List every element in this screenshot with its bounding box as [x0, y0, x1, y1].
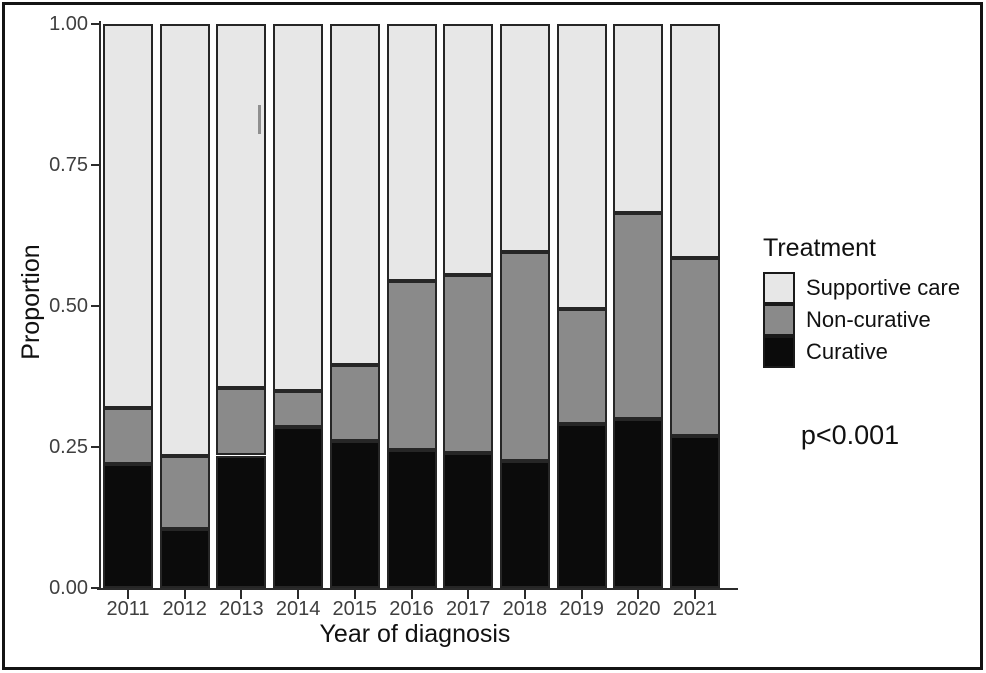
y-axis-tick-label-0.75: 0.75 [49, 154, 88, 176]
y-axis-tick-label-0.50: 0.50 [49, 295, 88, 317]
bar-segment-curative-2011 [103, 463, 153, 588]
y-axis-tick-1.00 [91, 23, 100, 25]
bar-segment-non-curative-2017 [443, 275, 494, 453]
y-axis-tick-label-0.00: 0.00 [49, 577, 88, 599]
y-axis-tick-0.75 [91, 164, 100, 166]
bar-segment-non-curative-2012 [159, 455, 210, 529]
legend-swatch-curative [763, 336, 795, 368]
bar-segment-non-curative-2015 [329, 365, 380, 442]
x-axis-tick-2012 [183, 590, 186, 599]
bar-segment-curative-2017 [443, 452, 494, 588]
x-axis-tick-2021 [694, 590, 696, 599]
bar-segment-supportive-care-2016 [386, 24, 437, 281]
bar-segment-non-curative-2018 [499, 252, 550, 462]
legend-label-curative: Curative [806, 339, 888, 364]
x-axis-tick-label-2019: 2019 [559, 598, 604, 620]
x-axis-tick-label-2020: 2020 [616, 598, 661, 620]
bar-segment-non-curative-2011 [103, 407, 153, 464]
y-axis-tick-label-1.00: 1.00 [49, 13, 88, 35]
bar-segment-curative-2015 [329, 441, 380, 588]
p-value-annotation: p<0.001 [800, 420, 900, 450]
bar-segment-curative-2013 [216, 455, 267, 588]
bar-segment-curative-2019 [556, 424, 607, 588]
legend-swatch-non-curative [763, 304, 795, 336]
x-axis-tick-label-2015: 2015 [332, 598, 378, 620]
legend-label-non-curative: Non-curative [806, 307, 931, 332]
stray-mark-artifact [258, 105, 261, 134]
bar-segment-curative-2012 [159, 528, 210, 588]
bar-segment-supportive-care-2021 [670, 24, 720, 259]
bar-segment-supportive-care-2014 [273, 24, 324, 391]
bar-segment-non-curative-2014 [273, 390, 324, 428]
bar-segment-supportive-care-2019 [556, 24, 607, 309]
x-axis-tick-2016 [410, 590, 413, 599]
legend-label-supportive-care: Supportive care [806, 275, 961, 300]
y-axis-tick-label-0.25: 0.25 [49, 436, 88, 458]
bar-segment-supportive-care-2013 [216, 24, 267, 388]
y-axis-tick-0.25 [91, 446, 100, 448]
bar-segment-non-curative-2016 [386, 280, 437, 450]
legend-title: Treatment [763, 234, 877, 262]
bar-segment-curative-2020 [613, 418, 664, 588]
x-axis-tick-2019 [580, 590, 583, 599]
bar-segment-non-curative-2020 [613, 212, 664, 419]
x-axis-tick-label-2012: 2012 [162, 598, 207, 620]
x-axis-tick-label-2021: 2021 [672, 598, 718, 620]
x-axis-tick-2011 [127, 590, 129, 599]
x-axis-tick-2017 [467, 590, 470, 599]
x-axis-tick-label-2014: 2014 [275, 598, 321, 620]
bar-segment-curative-2014 [273, 427, 324, 588]
x-axis-tick-label-2011: 2011 [106, 598, 150, 620]
x-axis-tick-label-2013: 2013 [219, 598, 264, 620]
x-axis-tick-2014 [297, 590, 300, 599]
bar-segment-non-curative-2019 [556, 308, 607, 425]
bar-segment-supportive-care-2011 [103, 24, 153, 408]
y-axis-line [99, 21, 101, 590]
x-axis-tick-label-2017: 2017 [445, 598, 491, 620]
x-axis-tick-2015 [353, 590, 356, 599]
bar-segment-curative-2021 [670, 435, 720, 588]
bar-segment-supportive-care-2015 [329, 24, 380, 366]
x-axis-title: Year of diagnosis [319, 620, 511, 648]
x-axis-tick-label-2018: 2018 [502, 598, 548, 620]
bar-segment-curative-2016 [386, 449, 437, 588]
y-axis-tick-0.00 [91, 587, 100, 589]
x-axis-tick-2018 [523, 590, 526, 599]
y-axis-tick-0.50 [91, 305, 100, 307]
bar-segment-supportive-care-2020 [613, 24, 664, 213]
bar-segment-supportive-care-2017 [443, 24, 494, 275]
legend-swatch-supportive-care [763, 272, 795, 304]
bar-segment-curative-2018 [499, 461, 550, 588]
x-axis-tick-label-2016: 2016 [389, 598, 434, 620]
bar-segment-non-curative-2013 [216, 387, 267, 456]
bar-segment-supportive-care-2012 [159, 24, 210, 456]
x-axis-tick-2013 [240, 590, 243, 599]
bar-segment-supportive-care-2018 [499, 24, 550, 253]
bar-segment-non-curative-2021 [670, 258, 720, 436]
x-axis-tick-2020 [637, 590, 640, 599]
x-axis-line [97, 588, 738, 590]
